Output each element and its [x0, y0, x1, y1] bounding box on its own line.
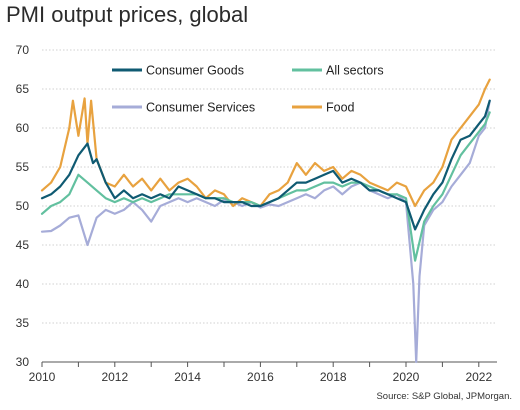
y-tick-label: 60: [16, 121, 30, 135]
legend-item-food: Food: [292, 101, 355, 115]
x-tick-label: 2022: [465, 370, 492, 384]
y-tick-label: 40: [16, 277, 30, 291]
x-tick-label: 2010: [29, 370, 56, 384]
chart-source: Source: S&P Global, JPMorgan.: [376, 391, 512, 402]
chart-title: PMI output prices, global: [6, 2, 249, 27]
legend-label: Food: [326, 101, 355, 115]
legend-label: Consumer Services: [146, 101, 255, 115]
x-tick-label: 2012: [101, 370, 128, 384]
y-tick-label: 55: [16, 160, 30, 174]
legend-label: Consumer Goods: [146, 64, 244, 78]
x-tick-label: 2020: [393, 370, 420, 384]
series-line-consumer-services: [40, 99, 491, 364]
legend-item-all-sectors: All sectors: [292, 64, 384, 78]
y-tick-label: 45: [16, 238, 30, 252]
legend: Consumer Goods All sectors Consumer Servic…: [112, 64, 384, 115]
axes: 30 35 40 45 50 55 60 65 70 2010 2012 2014 2016 2018 20…: [16, 43, 497, 384]
x-tick-label: 2014: [174, 370, 201, 384]
gridlines: [42, 49, 497, 363]
x-tick-label: 2018: [320, 370, 347, 384]
series-lines: [40, 78, 491, 364]
legend-item-consumer-goods: Consumer Goods: [112, 64, 244, 78]
y-tick-label: 70: [16, 43, 30, 57]
legend-item-consumer-services: Consumer Services: [112, 101, 255, 115]
y-tick-label: 35: [16, 316, 30, 330]
x-tick-label: 2016: [247, 370, 274, 384]
y-tick-label: 30: [16, 355, 30, 369]
series-line-consumer-goods: [40, 99, 491, 231]
y-tick-label: 65: [16, 82, 30, 96]
y-tick-label: 50: [16, 199, 30, 213]
legend-label: All sectors: [326, 64, 384, 78]
